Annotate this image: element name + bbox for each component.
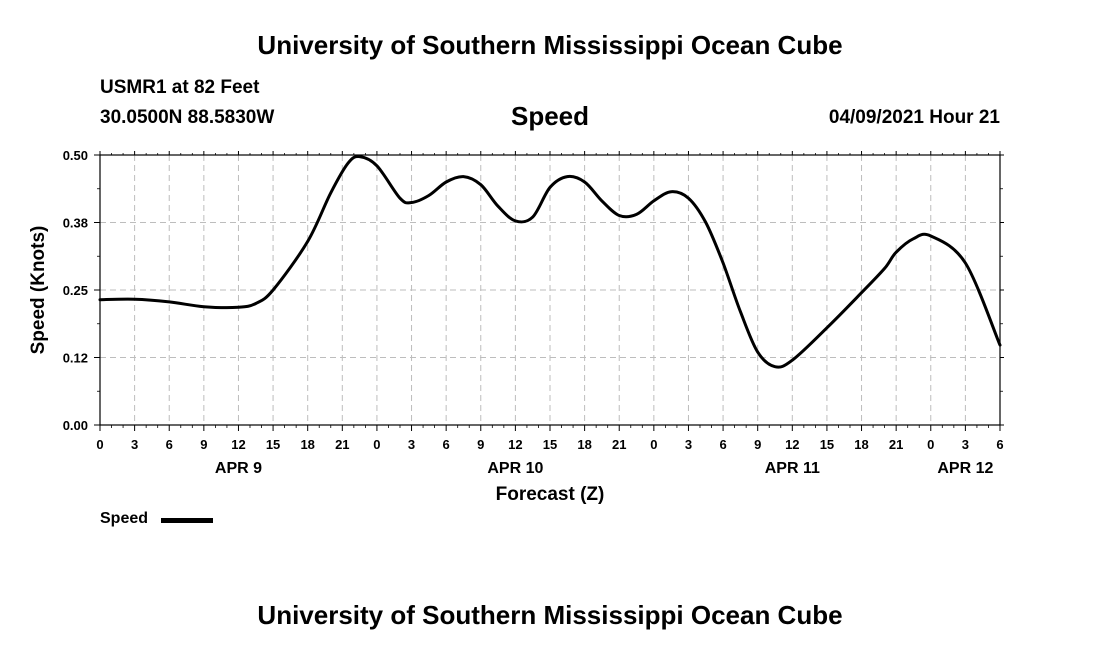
speed-data-point [929,234,932,238]
speed-data-point [398,197,402,200]
x-tick-label: 21 [889,437,903,452]
speed-data-point [237,306,240,309]
speed-data-point [687,197,690,200]
x-tick-label: 12 [231,437,245,452]
speed-data-point [346,161,350,165]
speed-data-point [670,190,673,193]
x-tick-label: 12 [785,437,799,452]
speed-data-point [133,298,136,301]
label-layer: 0 3 6 9 12 15 18 21 0 3 6 9 12 15 18 21 0 3 6 9 12 15 18 21 0 3 6 0… [28,148,1004,505]
date-label: APR 9 [215,460,262,477]
axis-layer [94,151,1004,431]
speed-data-point [721,261,725,265]
speed-data-point [479,183,482,186]
x-tick-label: 0 [650,437,657,452]
x-axis-title: Forecast (Z) [496,484,605,505]
speed-data-point [329,191,332,194]
x-tick-label: 0 [373,437,380,452]
x-tick-label: 15 [820,437,834,452]
speed-data-point [635,213,638,216]
variable-title: Speed [510,101,590,131]
station-coords: 30.0500N 88.5830W [100,107,275,128]
speed-data-point [496,205,500,208]
speed-data-point [583,180,586,184]
y-tick-label: 0.00 [63,418,88,433]
y-tick-label: 0.12 [63,351,88,366]
x-tick-label: 6 [996,437,1003,452]
speed-data-point [704,221,707,224]
y-axis-title: Speed (Knots) [28,226,49,355]
x-tick-label: 3 [962,437,969,452]
speed-data-point [600,199,604,203]
speed-data-point [825,326,829,329]
x-tick-label: 18 [854,437,868,452]
x-tick-label: 3 [685,437,692,452]
speed-data-point [548,186,552,189]
x-tick-label: 6 [166,437,173,452]
speed-data-point [254,302,257,305]
forecast-timestamp: 04/09/2021 Hour 21 [828,107,1000,128]
speed-data-point [791,359,794,362]
footer-title: University of Southern Mississippi Ocean… [257,600,843,630]
x-tick-label: 9 [754,437,761,452]
x-tick-label: 3 [408,437,415,452]
x-tick-label: 3 [131,437,138,452]
y-tick-label: 0.50 [63,148,88,163]
page-title: University of Southern Mississippi Ocean… [257,30,843,60]
x-tick-label: 18 [300,437,314,452]
speed-data-point [168,300,171,304]
y-tick-label: 0.38 [63,216,88,231]
x-tick-label: 9 [200,437,207,452]
series-layer [98,155,1002,369]
speed-data-point [445,180,448,184]
x-tick-label: 6 [719,437,726,452]
speed-data-point [860,291,863,294]
speed-data-point [202,305,205,308]
x-tick-label: 12 [508,437,522,452]
speed-data-point [652,199,655,203]
speed-data-point [739,310,742,313]
speed-data-point [306,240,309,243]
station-label: USMR1 at 82 Feet [100,77,260,98]
y-tick-label: 0.25 [63,283,88,298]
speed-data-point [895,251,898,254]
speed-data-point [566,175,569,178]
x-tick-label: 15 [266,437,280,452]
date-label: APR 11 [765,460,820,477]
speed-data-point [964,261,967,265]
x-tick-label: 21 [612,437,626,452]
date-label: APR 10 [487,460,543,477]
x-tick-label: 0 [96,437,103,452]
speed-data-point [618,214,621,217]
speed-data-point [410,201,413,204]
x-tick-label: 9 [477,437,484,452]
x-tick-label: 18 [577,437,591,452]
speed-data-point [998,343,1002,347]
speed-data-point [427,194,430,197]
date-label: APR 12 [937,460,993,477]
legend-swatch [161,518,213,523]
grid-layer [100,155,1000,425]
speed-data-point [773,365,777,368]
speed-data-point [375,164,379,167]
speed-data-point [514,219,517,223]
speed-data-point [462,175,465,178]
speed-data-point [98,298,102,301]
speed-data-point [271,288,275,292]
speed-data-point [756,350,759,354]
speed-data-point [912,237,915,240]
x-tick-label: 6 [443,437,450,452]
x-tick-label: 15 [543,437,557,452]
legend-label: Speed [100,510,149,527]
x-tick-label: 21 [335,437,349,452]
x-tick-label: 0 [927,437,934,452]
speed-data-point [358,155,361,158]
speed-data-point [883,267,886,270]
speed-data-point [531,215,534,219]
